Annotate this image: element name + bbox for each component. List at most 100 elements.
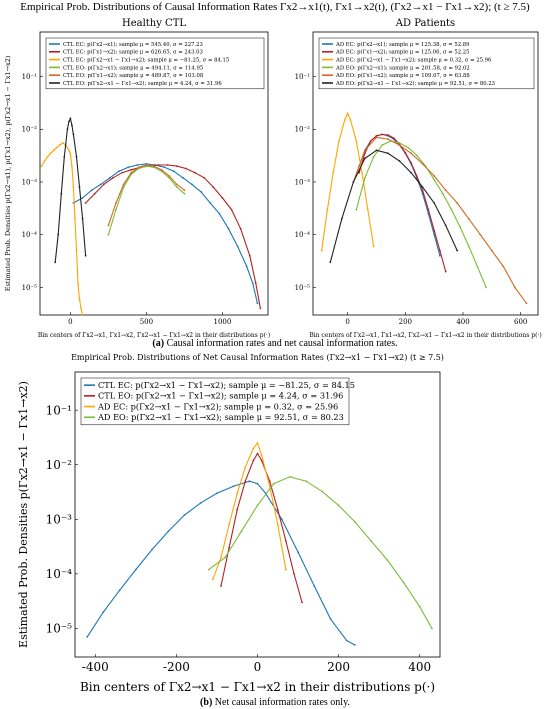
data-point (118, 170, 120, 173)
data-point (199, 502, 202, 504)
data-point (305, 480, 308, 483)
data-point (410, 152, 412, 155)
data-point (236, 492, 239, 495)
series-group (86, 441, 433, 646)
data-point (329, 261, 332, 264)
data-point (200, 191, 203, 193)
y-tick-label: 10⁻¹ (295, 73, 311, 81)
legend-box (318, 37, 535, 90)
y-tick-label: 10⁻³ (22, 178, 38, 186)
legend-entry: CTL EC: p(Γx2→x1); sample μ = 545.40, σ … (63, 41, 203, 48)
series-line-5 (352, 136, 527, 304)
data-point (490, 249, 493, 252)
data-point (415, 175, 418, 177)
data-point (72, 133, 75, 136)
y-tick-label: 10⁻⁴ (46, 567, 73, 581)
data-point (68, 120, 70, 123)
data-point (467, 217, 470, 220)
data-point (326, 208, 329, 211)
data-point (256, 482, 259, 485)
data-point (387, 152, 389, 155)
x-tick-label: 0 (68, 318, 72, 326)
series-line-2 (220, 452, 303, 603)
y-tick-label: 10⁻² (46, 458, 73, 472)
data-point (456, 249, 459, 252)
data-point (163, 166, 166, 169)
data-point (74, 217, 76, 220)
data-point (444, 270, 447, 273)
x-tick-label: 500 (140, 318, 153, 326)
data-point (232, 485, 235, 488)
data-point (136, 164, 139, 166)
data-point (55, 146, 58, 149)
data-point (191, 183, 193, 186)
data-point (444, 189, 447, 192)
data-point (248, 480, 251, 483)
data-point (167, 530, 170, 533)
data-point (43, 160, 46, 162)
chart-2: 0 200 400 600 10⁻⁵ 10⁻⁴ 10⁻³ 10⁻² 10⁻¹ AD Patient… (295, 18, 542, 339)
data-point (427, 208, 430, 211)
data-point (439, 249, 441, 252)
data-point (127, 166, 130, 169)
data-point (80, 307, 82, 310)
x-tick-label: 1000 (213, 318, 231, 326)
data-point (355, 208, 358, 211)
data-point (207, 568, 210, 571)
data-point (49, 152, 52, 155)
data-point (285, 540, 287, 542)
data-point (121, 171, 123, 174)
legend-entry: CTL EC: p(Γx2→x1 − Γx1→x2); sample μ = −… (63, 56, 229, 63)
data-point (166, 164, 169, 166)
data-point (404, 151, 407, 154)
data-point (355, 140, 358, 142)
data-point (93, 192, 96, 195)
data-point (433, 202, 436, 204)
data-point (218, 212, 221, 215)
data-point (216, 492, 218, 495)
data-point (212, 578, 214, 581)
y-tick-label: 10⁻² (295, 126, 311, 134)
data-point (84, 254, 87, 257)
data-point (236, 508, 239, 511)
chart-title: Empirical Prob. Distributions of Net Cau… (71, 353, 444, 362)
caption-b-text: Net causal information rates only. (214, 697, 350, 708)
data-point (321, 490, 324, 493)
data-point (220, 556, 222, 559)
x-tick-label: 400 (456, 318, 469, 326)
series-line-2 (358, 133, 447, 272)
data-point (353, 644, 356, 646)
series-group (40, 116, 262, 315)
data-point (66, 128, 69, 131)
data-point (230, 208, 233, 211)
data-point (248, 254, 251, 257)
data-point (479, 233, 482, 236)
data-point (421, 189, 424, 192)
data-point (332, 171, 335, 174)
data-point (227, 227, 230, 230)
data-point (381, 144, 384, 147)
data-point (268, 485, 271, 488)
y-tick-label: 10⁻³ (46, 513, 73, 527)
x-tick-label: 200 (327, 660, 350, 674)
data-point (175, 165, 178, 168)
y-tick-label: 10⁻³ (295, 178, 311, 186)
data-point (81, 217, 84, 220)
data-point (99, 183, 102, 186)
data-point (346, 112, 349, 115)
data-point (130, 171, 133, 174)
data-point (431, 627, 433, 630)
legend-box (80, 377, 350, 426)
data-point (228, 546, 231, 549)
caption-a: (a) Causal information rates and net cau… (0, 338, 550, 349)
data-point (183, 514, 186, 516)
chart-3: -400 -200 0 200 400 10⁻⁵ 10⁻⁴ 10⁻³ 10⁻² 10⁻¹ Empir… (17, 353, 444, 694)
data-point (293, 573, 295, 575)
legend-entry: AD EC: p(Γx2→x1 − Γx1→x2); sample μ = 0.… (335, 56, 492, 63)
data-point (364, 149, 366, 152)
data-point (115, 208, 117, 211)
data-point (115, 202, 117, 204)
data-point (364, 157, 366, 160)
data-point (345, 639, 348, 642)
data-point (276, 523, 279, 526)
